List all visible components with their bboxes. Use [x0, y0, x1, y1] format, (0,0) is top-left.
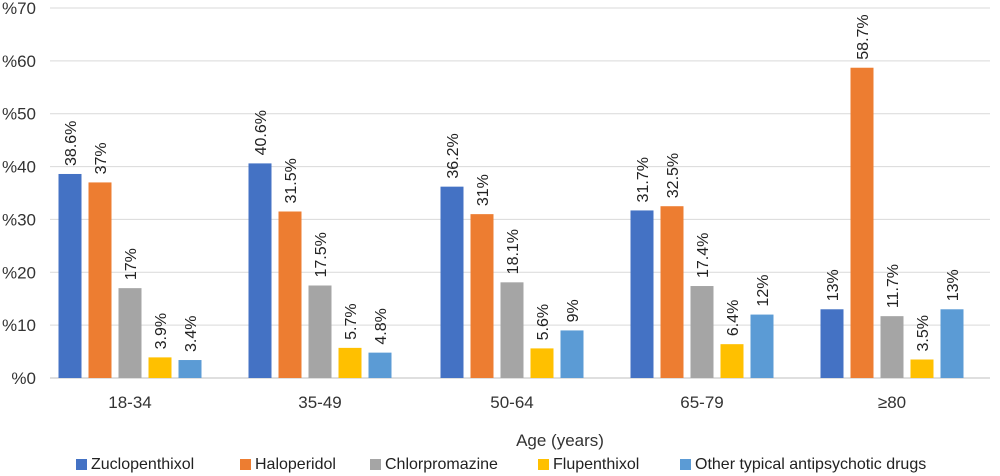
y-axis-ticks: %0 %10 %20 %30 %40 %50 %60 %70	[2, 0, 36, 388]
bar	[118, 288, 142, 378]
x-axis-title: Age (years)	[516, 431, 604, 450]
bar	[880, 316, 904, 378]
x-tick-label: 35-49	[298, 393, 341, 412]
data-label: 18.1%	[505, 229, 522, 274]
bar	[850, 67, 874, 378]
data-label: 38.6%	[63, 121, 80, 166]
legend-label: Other typical antipsychotic drugs	[695, 456, 926, 473]
bar	[690, 286, 714, 378]
y-tick-label: %30	[2, 210, 36, 229]
bar	[500, 282, 524, 378]
legend-label: Flupenthixol	[553, 456, 639, 473]
bar	[368, 352, 392, 378]
data-label: 6.4%	[725, 300, 742, 336]
bar	[560, 330, 584, 378]
bar	[630, 210, 654, 378]
data-label: 5.6%	[535, 304, 552, 340]
bar	[278, 211, 302, 378]
y-tick-label: %60	[2, 52, 36, 71]
bar	[308, 285, 332, 378]
bar	[178, 360, 202, 378]
bar	[58, 173, 82, 378]
legend-label: Chlorpromazine	[385, 456, 498, 473]
x-axis-ticks: 18-34 35-49 50-64 65-79 ≥80	[108, 393, 906, 412]
data-label: 13%	[945, 269, 962, 301]
bar	[470, 214, 494, 378]
data-label: 4.8%	[373, 308, 390, 344]
data-label: 36.2%	[445, 133, 462, 178]
y-tick-label: %20	[2, 263, 36, 282]
bar	[530, 348, 554, 378]
y-tick-label: %10	[2, 316, 36, 335]
data-label: 3.9%	[153, 313, 170, 349]
bar	[750, 314, 774, 378]
y-tick-label: %50	[2, 105, 36, 124]
data-label: 17.5%	[313, 232, 330, 277]
legend-swatch	[538, 459, 549, 470]
bar	[440, 186, 464, 378]
bar	[248, 163, 272, 378]
data-label: 11.7%	[885, 264, 902, 308]
legend-swatch	[680, 459, 691, 470]
data-label: 9%	[565, 299, 582, 322]
data-label: 31%	[475, 174, 492, 206]
gridlines	[50, 7, 990, 379]
legend-swatch	[370, 459, 381, 470]
x-tick-label: 65-79	[680, 393, 723, 412]
legend-label: Haloperidol	[255, 456, 336, 473]
data-labels: 38.6% 40.6% 36.2% 31.7% 13% 37% 31.5% 31% 32.5% 5…	[63, 14, 962, 352]
legend-swatch	[76, 459, 87, 470]
bar	[88, 182, 112, 378]
data-label: 17.4%	[695, 233, 712, 278]
data-label: 12%	[755, 275, 772, 307]
data-label: 5.7%	[343, 303, 360, 339]
data-label: 3.4%	[183, 316, 200, 352]
bar	[720, 344, 744, 378]
data-label: 37%	[93, 142, 110, 174]
x-tick-label: ≥80	[878, 393, 906, 412]
bar	[660, 206, 684, 378]
bar	[940, 309, 964, 378]
bar	[910, 359, 934, 378]
bar	[148, 357, 172, 378]
bars	[58, 67, 964, 378]
data-label: 40.6%	[253, 110, 270, 155]
data-label: 31.5%	[283, 158, 300, 203]
data-label: 13%	[825, 269, 842, 301]
legend: Zuclopenthixol Haloperidol Chlorpromazine F…	[76, 456, 926, 473]
data-label: 58.7%	[855, 14, 872, 59]
data-label: 31.7%	[635, 157, 652, 202]
legend-label: Zuclopenthixol	[91, 456, 194, 473]
x-tick-label: 50-64	[490, 393, 533, 412]
y-tick-label: %40	[2, 158, 36, 177]
data-label: 32.5%	[665, 153, 682, 198]
bar	[820, 309, 844, 378]
bar	[338, 347, 362, 378]
legend-swatch	[240, 459, 251, 470]
x-tick-label: 18-34	[108, 393, 151, 412]
data-label: 17%	[123, 248, 140, 280]
y-tick-label: %70	[2, 0, 36, 18]
y-tick-label: %0	[11, 369, 36, 388]
data-label: 3.5%	[915, 315, 932, 351]
